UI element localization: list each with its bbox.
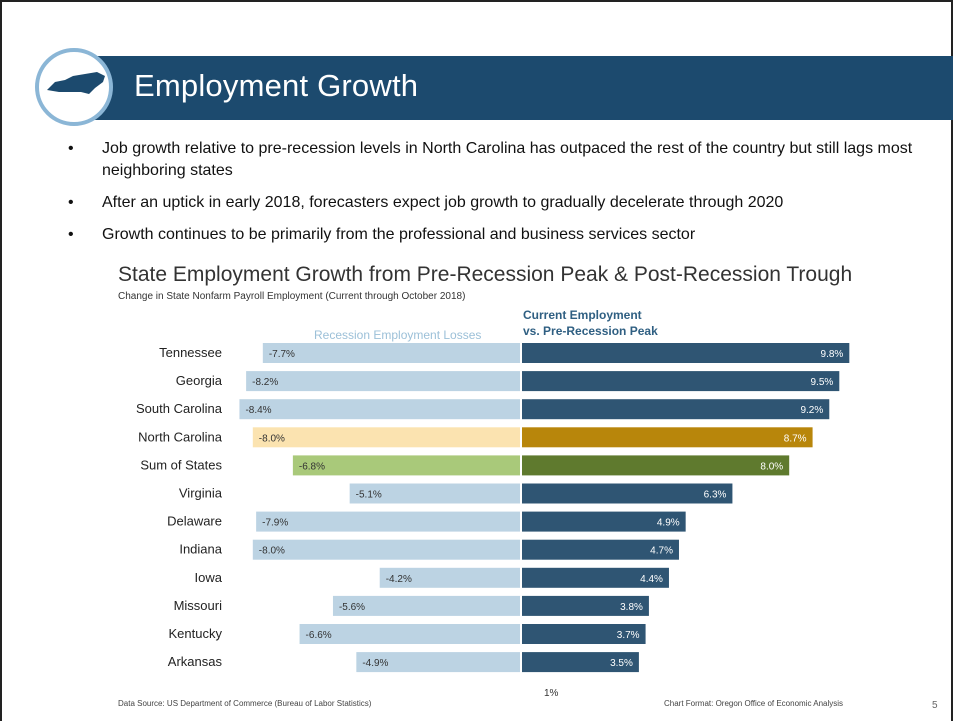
loss-bar [292,455,520,476]
loss-data-label: -8.0% [259,546,285,557]
growth-data-label: 8.0% [760,461,783,472]
loss-data-label: -8.4% [245,405,271,416]
category-label: Arkansas [168,654,223,669]
growth-data-label: 9.5% [811,377,834,388]
growth-data-label: 4.4% [640,574,663,585]
bullet-item: • Growth continues to be primarily from … [68,224,948,246]
chart-title: State Employment Growth from Pre-Recessi… [118,263,853,286]
loss-bar [262,343,520,363]
loss-data-label: -7.9% [262,518,288,529]
state-logo [35,48,113,126]
bullet-dot: • [68,226,74,243]
growth-data-label: 6.3% [704,490,727,501]
loss-data-label: -8.2% [252,377,278,388]
category-label: Missouri [174,598,223,613]
category-label: Iowa [195,570,223,585]
page-number: 5 [932,700,938,711]
chart-subtitle: Change in State Nonfarm Payroll Employme… [118,291,466,302]
bullet-text: Growth continues to be primarily from th… [102,226,696,243]
north-carolina-state-icon [47,72,105,94]
loss-data-label: -5.6% [339,602,365,613]
loss-bar [299,624,520,644]
right-header-line2: vs. Pre-Recession Peak [523,324,658,338]
chart-credit: Chart Format: Oregon Office of Economic … [664,699,844,708]
growth-data-label: 4.7% [650,546,673,557]
right-header-line1: Current Employment [523,308,642,322]
loss-bar [252,539,521,560]
growth-data-label: 4.9% [657,518,680,529]
category-label: North Carolina [138,429,223,444]
loss-bar [379,567,520,588]
category-label: Georgia [176,373,223,388]
slide-title: Employment Growth [134,68,419,103]
growth-bar [522,511,686,532]
category-label: Sum of States [140,457,222,472]
loss-data-label: -5.1% [356,490,382,501]
axis-tick-label: 1% [544,688,559,699]
loss-bar [256,511,520,532]
growth-data-label: 3.5% [610,658,633,669]
growth-bar [522,539,679,560]
growth-bar [522,595,649,616]
loss-bar [349,483,520,504]
data-source: Data Source: US Department of Commerce (… [118,699,372,708]
growth-data-label: 9.2% [800,405,823,416]
growth-data-label: 3.7% [617,630,640,641]
growth-bar [522,483,733,504]
bullet-text: After an uptick in early 2018, forecaste… [102,194,784,211]
growth-bar [522,371,840,392]
loss-bar [356,652,520,673]
growth-bar [522,567,669,588]
growth-data-label: 9.8% [821,349,844,360]
category-label: Virginia [179,486,223,501]
loss-data-label: -6.6% [306,630,332,641]
category-label: Kentucky [169,626,223,641]
growth-bar [522,652,639,673]
growth-bar [522,343,850,363]
bullet-text: Job growth relative to pre-recession lev… [102,140,913,179]
growth-bar [522,427,813,448]
loss-data-label: -6.8% [299,461,325,472]
growth-data-label: 8.7% [784,433,807,444]
right-series-header: Current Employment vs. Pre-Recession Pea… [523,307,658,339]
loss-bar [252,427,521,448]
growth-data-label: 3.8% [620,602,643,613]
loss-bar [246,371,520,392]
loss-data-label: -4.2% [386,574,412,585]
loss-bar [332,595,520,616]
growth-bar [522,455,790,476]
category-label: Tennessee [159,345,222,360]
bullet-item: • Job growth relative to pre-recession l… [68,138,948,182]
left-series-header: Recession Employment Losses [314,328,482,342]
bullet-dot: • [68,194,74,211]
category-label: Delaware [167,514,222,529]
loss-data-label: -8.0% [259,433,285,444]
growth-bar [522,624,646,644]
bullet-list: • Job growth relative to pre-recession l… [68,138,948,256]
growth-bar [522,399,830,420]
category-label: South Carolina [136,401,223,416]
title-banner: Employment Growth [72,56,953,120]
loss-data-label: -7.7% [269,349,295,360]
loss-bar [239,399,520,420]
bullet-dot: • [68,140,74,157]
category-label: Indiana [179,542,222,557]
bullet-item: • After an uptick in early 2018, forecas… [68,192,948,214]
loss-data-label: -4.9% [362,658,388,669]
